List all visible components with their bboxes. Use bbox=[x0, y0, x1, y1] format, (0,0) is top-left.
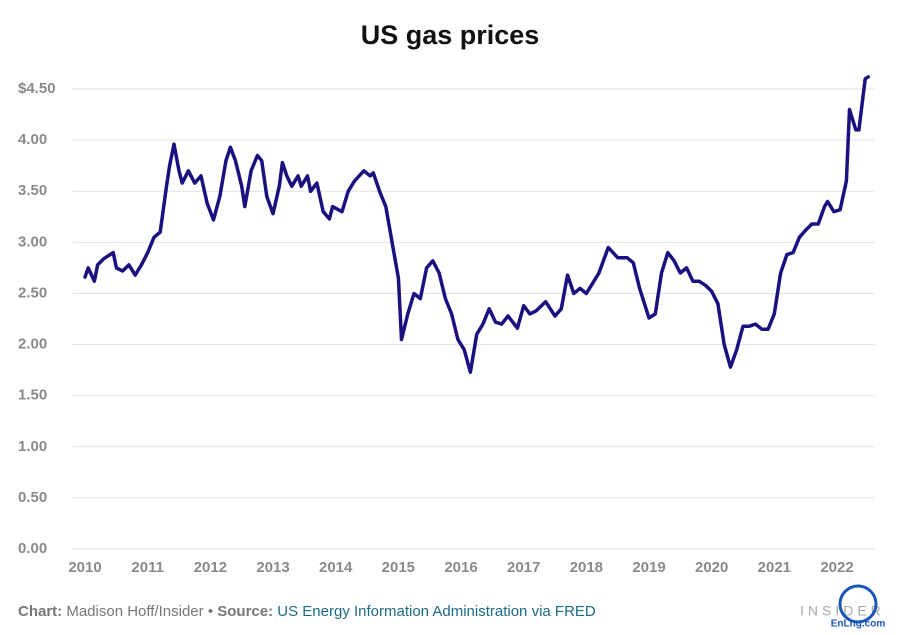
x-tick-label: 2020 bbox=[695, 559, 728, 576]
x-tick-label: 2012 bbox=[194, 559, 227, 576]
footer: Chart: Madison Hoff/Insider • Source: US… bbox=[18, 603, 596, 620]
footer-label: Source: bbox=[217, 603, 273, 620]
y-tick-label: 3.00 bbox=[18, 233, 47, 250]
logo bbox=[838, 584, 878, 624]
y-tick-label: 0.00 bbox=[18, 540, 47, 557]
x-tick-label: 2016 bbox=[444, 559, 477, 576]
y-tick-label: $4.50 bbox=[18, 80, 56, 97]
chart-title: US gas prices bbox=[361, 20, 540, 50]
y-tick-label: 3.50 bbox=[18, 182, 47, 199]
x-tick-label: 2011 bbox=[131, 559, 164, 576]
watermark: EnLng.com bbox=[831, 619, 886, 630]
y-tick-label: 1.00 bbox=[18, 438, 47, 455]
x-tick-label: 2019 bbox=[632, 559, 665, 576]
footer-label: Chart: bbox=[18, 603, 62, 620]
y-tick-label: 1.50 bbox=[18, 387, 47, 404]
x-tick-label: 2021 bbox=[758, 559, 791, 576]
footer-source: US Energy Information Administration via… bbox=[277, 603, 596, 620]
x-tick-label: 2015 bbox=[382, 559, 415, 576]
y-tick-label: 0.50 bbox=[18, 489, 47, 506]
y-tick-label: 2.00 bbox=[18, 336, 47, 353]
x-tick-label: 2018 bbox=[570, 559, 603, 576]
y-tick-label: 2.50 bbox=[18, 284, 47, 301]
x-tick-label: 2022 bbox=[820, 559, 853, 576]
footer-separator: • bbox=[208, 603, 213, 620]
x-tick-label: 2013 bbox=[256, 559, 289, 576]
y-tick-label: 4.00 bbox=[18, 131, 47, 148]
x-tick-label: 2010 bbox=[68, 559, 101, 576]
x-tick-label: 2014 bbox=[319, 559, 353, 576]
line bbox=[83, 75, 871, 374]
x-tick-label: 2017 bbox=[507, 559, 540, 576]
footer-credit: Madison Hoff/Insider bbox=[66, 603, 203, 620]
